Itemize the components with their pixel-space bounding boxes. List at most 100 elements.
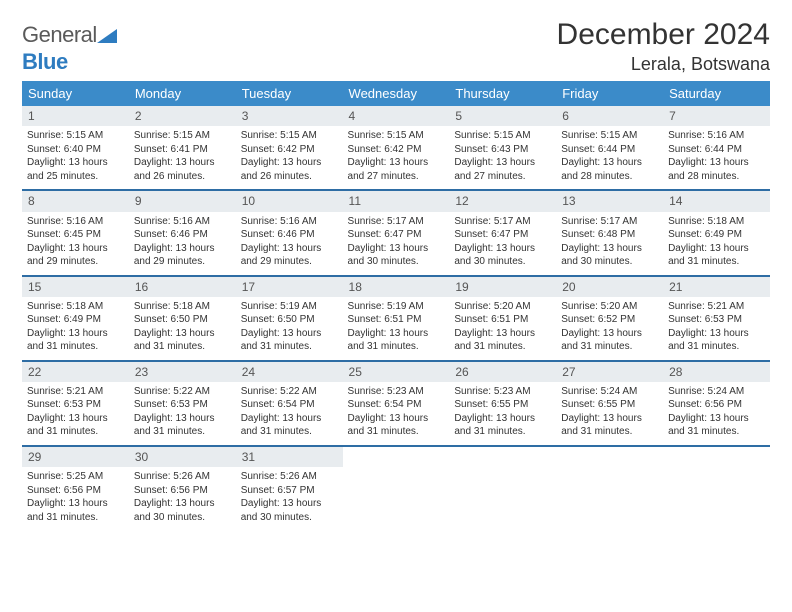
calendar-table: Sunday Monday Tuesday Wednesday Thursday… xyxy=(22,81,770,530)
location: Lerala, Botswana xyxy=(557,54,770,75)
day-number xyxy=(663,446,770,467)
day-cell-text: Sunrise: 5:25 AM Sunset: 6:56 PM Dayligh… xyxy=(27,471,108,523)
day-cell-text: Sunrise: 5:16 AM Sunset: 6:46 PM Dayligh… xyxy=(134,216,215,268)
day-header: Monday xyxy=(129,81,236,106)
content-row: Sunrise: 5:15 AM Sunset: 6:40 PM Dayligh… xyxy=(22,126,770,190)
day-cell: Sunrise: 5:23 AM Sunset: 6:55 PM Dayligh… xyxy=(449,382,556,446)
day-cell-text: Sunrise: 5:19 AM Sunset: 6:50 PM Dayligh… xyxy=(241,301,322,353)
day-number: 17 xyxy=(236,276,343,297)
day-cell-text: Sunrise: 5:18 AM Sunset: 6:49 PM Dayligh… xyxy=(668,216,749,268)
day-cell: Sunrise: 5:15 AM Sunset: 6:40 PM Dayligh… xyxy=(22,126,129,190)
day-cell-text: Sunrise: 5:16 AM Sunset: 6:46 PM Dayligh… xyxy=(241,216,322,268)
day-cell-text: Sunrise: 5:20 AM Sunset: 6:52 PM Dayligh… xyxy=(561,301,642,353)
day-number: 29 xyxy=(22,446,129,467)
day-cell: Sunrise: 5:16 AM Sunset: 6:46 PM Dayligh… xyxy=(129,212,236,276)
day-number: 18 xyxy=(343,276,450,297)
daynum-row: 1234567 xyxy=(22,106,770,126)
day-cell: Sunrise: 5:24 AM Sunset: 6:56 PM Dayligh… xyxy=(663,382,770,446)
day-header: Thursday xyxy=(449,81,556,106)
day-cell: Sunrise: 5:16 AM Sunset: 6:44 PM Dayligh… xyxy=(663,126,770,190)
header: General Blue December 2024 Lerala, Botsw… xyxy=(22,18,770,75)
day-cell: Sunrise: 5:17 AM Sunset: 6:47 PM Dayligh… xyxy=(343,212,450,276)
day-cell: Sunrise: 5:19 AM Sunset: 6:51 PM Dayligh… xyxy=(343,297,450,361)
daynum-row: 22232425262728 xyxy=(22,361,770,382)
day-cell-text: Sunrise: 5:21 AM Sunset: 6:53 PM Dayligh… xyxy=(27,386,108,438)
day-cell-text: Sunrise: 5:22 AM Sunset: 6:54 PM Dayligh… xyxy=(241,386,322,438)
day-header-row: Sunday Monday Tuesday Wednesday Thursday… xyxy=(22,81,770,106)
day-number: 20 xyxy=(556,276,663,297)
day-number: 31 xyxy=(236,446,343,467)
day-cell: Sunrise: 5:20 AM Sunset: 6:52 PM Dayligh… xyxy=(556,297,663,361)
day-number: 1 xyxy=(22,106,129,126)
day-cell: Sunrise: 5:18 AM Sunset: 6:49 PM Dayligh… xyxy=(22,297,129,361)
day-cell-text: Sunrise: 5:22 AM Sunset: 6:53 PM Dayligh… xyxy=(134,386,215,438)
day-cell-text: Sunrise: 5:26 AM Sunset: 6:57 PM Dayligh… xyxy=(241,471,322,523)
day-cell-text: Sunrise: 5:23 AM Sunset: 6:54 PM Dayligh… xyxy=(348,386,429,438)
day-number: 4 xyxy=(343,106,450,126)
content-row: Sunrise: 5:21 AM Sunset: 6:53 PM Dayligh… xyxy=(22,382,770,446)
day-cell-text: Sunrise: 5:15 AM Sunset: 6:44 PM Dayligh… xyxy=(561,130,642,182)
day-cell-text: Sunrise: 5:20 AM Sunset: 6:51 PM Dayligh… xyxy=(454,301,535,353)
day-header: Tuesday xyxy=(236,81,343,106)
daynum-row: 293031 xyxy=(22,446,770,467)
content-row: Sunrise: 5:16 AM Sunset: 6:45 PM Dayligh… xyxy=(22,212,770,276)
day-cell: Sunrise: 5:16 AM Sunset: 6:46 PM Dayligh… xyxy=(236,212,343,276)
day-header: Wednesday xyxy=(343,81,450,106)
day-cell-text: Sunrise: 5:16 AM Sunset: 6:45 PM Dayligh… xyxy=(27,216,108,268)
day-cell: Sunrise: 5:17 AM Sunset: 6:47 PM Dayligh… xyxy=(449,212,556,276)
day-number: 21 xyxy=(663,276,770,297)
day-cell xyxy=(663,467,770,530)
day-number: 14 xyxy=(663,190,770,211)
day-number: 10 xyxy=(236,190,343,211)
day-cell: Sunrise: 5:15 AM Sunset: 6:43 PM Dayligh… xyxy=(449,126,556,190)
logo: General Blue xyxy=(22,18,117,75)
day-cell xyxy=(449,467,556,530)
day-number: 30 xyxy=(129,446,236,467)
day-header: Friday xyxy=(556,81,663,106)
day-cell: Sunrise: 5:18 AM Sunset: 6:49 PM Dayligh… xyxy=(663,212,770,276)
day-number: 25 xyxy=(343,361,450,382)
day-number xyxy=(449,446,556,467)
day-cell: Sunrise: 5:15 AM Sunset: 6:41 PM Dayligh… xyxy=(129,126,236,190)
daynum-row: 891011121314 xyxy=(22,190,770,211)
day-cell: Sunrise: 5:19 AM Sunset: 6:50 PM Dayligh… xyxy=(236,297,343,361)
day-number: 22 xyxy=(22,361,129,382)
day-cell: Sunrise: 5:21 AM Sunset: 6:53 PM Dayligh… xyxy=(663,297,770,361)
day-cell: Sunrise: 5:17 AM Sunset: 6:48 PM Dayligh… xyxy=(556,212,663,276)
day-number: 13 xyxy=(556,190,663,211)
day-header: Saturday xyxy=(663,81,770,106)
day-number: 9 xyxy=(129,190,236,211)
day-number: 8 xyxy=(22,190,129,211)
day-cell: Sunrise: 5:22 AM Sunset: 6:54 PM Dayligh… xyxy=(236,382,343,446)
day-cell-text: Sunrise: 5:17 AM Sunset: 6:47 PM Dayligh… xyxy=(348,216,429,268)
day-cell-text: Sunrise: 5:15 AM Sunset: 6:43 PM Dayligh… xyxy=(454,130,535,182)
day-number: 2 xyxy=(129,106,236,126)
day-cell-text: Sunrise: 5:21 AM Sunset: 6:53 PM Dayligh… xyxy=(668,301,749,353)
day-number: 5 xyxy=(449,106,556,126)
day-cell-text: Sunrise: 5:18 AM Sunset: 6:49 PM Dayligh… xyxy=(27,301,108,353)
day-cell-text: Sunrise: 5:15 AM Sunset: 6:40 PM Dayligh… xyxy=(27,130,108,182)
day-cell: Sunrise: 5:16 AM Sunset: 6:45 PM Dayligh… xyxy=(22,212,129,276)
day-number: 7 xyxy=(663,106,770,126)
day-cell: Sunrise: 5:18 AM Sunset: 6:50 PM Dayligh… xyxy=(129,297,236,361)
logo-blue: Blue xyxy=(22,49,68,74)
day-cell: Sunrise: 5:22 AM Sunset: 6:53 PM Dayligh… xyxy=(129,382,236,446)
day-header: Sunday xyxy=(22,81,129,106)
day-cell: Sunrise: 5:15 AM Sunset: 6:42 PM Dayligh… xyxy=(236,126,343,190)
day-cell-text: Sunrise: 5:19 AM Sunset: 6:51 PM Dayligh… xyxy=(348,301,429,353)
day-cell-text: Sunrise: 5:17 AM Sunset: 6:47 PM Dayligh… xyxy=(454,216,535,268)
day-cell: Sunrise: 5:15 AM Sunset: 6:42 PM Dayligh… xyxy=(343,126,450,190)
day-cell xyxy=(343,467,450,530)
day-cell-text: Sunrise: 5:17 AM Sunset: 6:48 PM Dayligh… xyxy=(561,216,642,268)
day-number: 27 xyxy=(556,361,663,382)
day-cell: Sunrise: 5:26 AM Sunset: 6:56 PM Dayligh… xyxy=(129,467,236,530)
day-number xyxy=(556,446,663,467)
day-cell-text: Sunrise: 5:24 AM Sunset: 6:56 PM Dayligh… xyxy=(668,386,749,438)
day-number: 6 xyxy=(556,106,663,126)
logo-triangle-icon xyxy=(97,23,117,49)
day-number: 16 xyxy=(129,276,236,297)
day-cell: Sunrise: 5:26 AM Sunset: 6:57 PM Dayligh… xyxy=(236,467,343,530)
daynum-row: 15161718192021 xyxy=(22,276,770,297)
content-row: Sunrise: 5:25 AM Sunset: 6:56 PM Dayligh… xyxy=(22,467,770,530)
day-cell: Sunrise: 5:24 AM Sunset: 6:55 PM Dayligh… xyxy=(556,382,663,446)
